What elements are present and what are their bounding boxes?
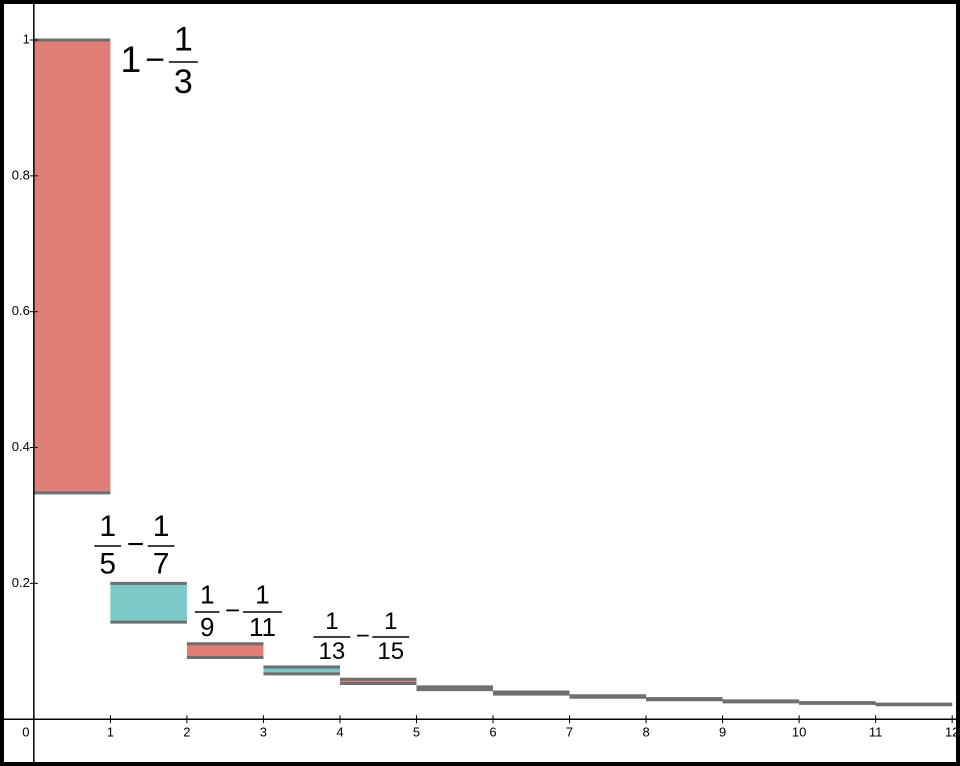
fraction-numerator: 1 bbox=[384, 608, 397, 635]
x-tick-label: 9 bbox=[719, 725, 726, 740]
fraction-denominator: 11 bbox=[249, 612, 276, 642]
bar bbox=[339, 679, 417, 684]
fraction-denominator: 3 bbox=[174, 63, 193, 101]
x-tick-label: 5 bbox=[413, 725, 420, 740]
bar bbox=[110, 583, 187, 623]
x-tick-label: 1 bbox=[107, 725, 114, 740]
y-tick-label: 0.4 bbox=[12, 439, 30, 454]
fraction-numerator: 1 bbox=[325, 608, 338, 635]
x-tick-label: 0 bbox=[22, 725, 29, 740]
fraction-denominator: 13 bbox=[319, 638, 346, 665]
fraction-numerator: 1 bbox=[255, 579, 269, 609]
fraction-numerator: 1 bbox=[153, 510, 170, 543]
fraction-denominator: 7 bbox=[153, 547, 170, 580]
x-tick-label: 4 bbox=[336, 725, 343, 740]
annotation-operator: − bbox=[127, 528, 145, 561]
bar bbox=[186, 643, 264, 658]
fraction-denominator: 15 bbox=[377, 638, 404, 665]
fraction-numerator: 1 bbox=[200, 579, 214, 609]
fraction-numerator: 1 bbox=[174, 21, 193, 59]
x-tick-label: 3 bbox=[260, 725, 267, 740]
bar bbox=[263, 666, 340, 674]
x-tick-label: 2 bbox=[183, 725, 190, 740]
x-tick-label: 11 bbox=[869, 725, 883, 740]
annotation-term: 1 bbox=[120, 38, 141, 80]
y-tick-label: 0.6 bbox=[12, 303, 30, 318]
fraction-denominator: 9 bbox=[200, 612, 214, 642]
y-tick-label: 1 bbox=[23, 31, 30, 46]
x-tick-label: 6 bbox=[489, 725, 496, 740]
fraction-denominator: 5 bbox=[99, 547, 116, 580]
x-tick-label: 7 bbox=[566, 725, 573, 740]
annotation-operator: − bbox=[225, 595, 240, 625]
fraction-numerator: 1 bbox=[99, 510, 116, 543]
x-tick-label: 10 bbox=[792, 725, 806, 740]
annotation-operator: − bbox=[145, 41, 165, 79]
y-tick-label: 0.2 bbox=[12, 575, 30, 590]
annotation-operator: − bbox=[356, 622, 370, 649]
x-tick-label: 8 bbox=[642, 725, 649, 740]
y-tick-label: 0.8 bbox=[12, 167, 30, 182]
x-tick-label: 12 bbox=[945, 725, 959, 740]
bar bbox=[33, 39, 111, 493]
